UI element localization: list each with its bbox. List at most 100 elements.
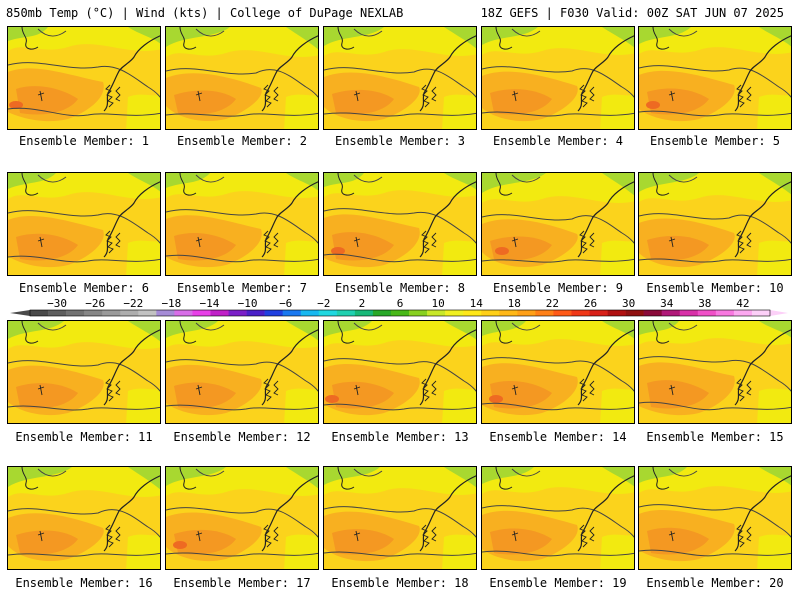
ensemble-member-label: Ensemble Member: 6 [18, 281, 150, 295]
colorbar-tick-label: 14 [470, 297, 484, 310]
ensemble-member-label: Ensemble Member: 17 [173, 576, 311, 590]
colorbar-swatch [589, 310, 608, 316]
ensemble-map-panel [323, 466, 477, 570]
colorbar-swatch [192, 310, 211, 316]
colorbar-swatch [30, 310, 49, 316]
colorbar-swatch [553, 310, 572, 316]
ensemble-map-panel [7, 466, 161, 570]
colorbar-tick-label: −10 [238, 297, 258, 310]
colorbar-tick-label: 30 [622, 297, 635, 310]
colorbar-tick-label: −2 [317, 297, 330, 310]
colorbar-tick-label: 6 [397, 297, 404, 310]
ensemble-map-panel [165, 466, 319, 570]
colorbar-tick-label: −26 [85, 297, 105, 310]
colorbar-tick-label: 18 [508, 297, 521, 310]
ensemble-map-panel [638, 172, 792, 276]
ensemble-map-panel [481, 172, 635, 276]
colorbar-swatch [264, 310, 283, 316]
ensemble-map-panel [323, 26, 477, 130]
colorbar-swatch [643, 310, 663, 316]
ensemble-map-panel [165, 172, 319, 276]
colorbar-swatch [372, 310, 392, 316]
colorbar-tick-label: 34 [660, 297, 674, 310]
ensemble-member-label: Ensemble Member: 10 [646, 281, 784, 295]
colorbar-swatch [282, 310, 302, 316]
colorbar-tick-label: 2 [359, 297, 366, 310]
ensemble-map-panel [7, 320, 161, 424]
ensemble-map-panel [165, 26, 319, 130]
colorbar-swatch [390, 310, 410, 316]
colorbar-swatch [517, 310, 536, 316]
ensemble-member-label: Ensemble Member: 5 [649, 134, 781, 148]
colorbar-swatch [138, 310, 157, 316]
colorbar-swatch [102, 310, 121, 316]
colorbar-swatch [210, 310, 229, 316]
colorbar-swatch [409, 310, 428, 316]
colorbar-swatch [571, 310, 590, 316]
colorbar-swatch [751, 310, 771, 316]
colorbar-swatch [300, 310, 320, 316]
colorbar-swatch [66, 310, 85, 316]
colorbar-swatch [174, 310, 193, 316]
colorbar-tick-label: 22 [546, 297, 559, 310]
ensemble-map-panel [481, 320, 635, 424]
ensemble-member-label: Ensemble Member: 1 [18, 134, 150, 148]
colorbar-swatch [625, 310, 644, 316]
colorbar-swatch [661, 310, 681, 316]
colorbar-swatch [427, 310, 446, 316]
ensemble-member-label: Ensemble Member: 19 [489, 576, 627, 590]
ensemble-member-label: Ensemble Member: 8 [334, 281, 466, 295]
ensemble-member-label: Ensemble Member: 9 [492, 281, 624, 295]
ensemble-member-label: Ensemble Member: 15 [646, 430, 784, 444]
colorbar-swatch [156, 310, 175, 316]
colorbar-tick-label: −30 [47, 297, 67, 310]
ensemble-member-label: Ensemble Member: 12 [173, 430, 311, 444]
colorbar-swatch [318, 310, 338, 316]
colorbar-tick-label: 26 [584, 297, 597, 310]
colorbar-swatch [48, 310, 67, 316]
ensemble-map-panel [638, 26, 792, 130]
ensemble-map-panel [7, 26, 161, 130]
colorbar-tick-label: 42 [736, 297, 749, 310]
ensemble-map-panel [165, 320, 319, 424]
colorbar-swatch [499, 310, 518, 316]
ensemble-member-label: Ensemble Member: 2 [176, 134, 308, 148]
colorbar-swatch [679, 310, 699, 316]
colorbar-swatch [336, 310, 356, 316]
ensemble-member-label: Ensemble Member: 13 [331, 430, 469, 444]
colorbar-swatch [354, 310, 374, 316]
ensemble-map-panel [7, 172, 161, 276]
colorbar-tick-label: −6 [279, 297, 292, 310]
ensemble-member-label: Ensemble Member: 14 [489, 430, 627, 444]
ensemble-member-label: Ensemble Member: 11 [15, 430, 153, 444]
colorbar-swatch [715, 310, 735, 316]
colorbar-tick-label: −22 [123, 297, 143, 310]
colorbar-swatch [120, 310, 139, 316]
ensemble-member-label: Ensemble Member: 4 [492, 134, 624, 148]
ensemble-map-panel [638, 466, 792, 570]
colorbar-swatch [445, 310, 464, 316]
ensemble-map-panel [638, 320, 792, 424]
ensemble-member-label: Ensemble Member: 20 [646, 576, 784, 590]
ensemble-member-label: Ensemble Member: 16 [15, 576, 153, 590]
run-info: 18Z GEFS | F030 Valid: 00Z SAT JUN 07 20… [480, 6, 784, 20]
colorbar-tick-label: −18 [161, 297, 181, 310]
ensemble-map-panel [323, 320, 477, 424]
colorbar-swatch [84, 310, 103, 316]
chart-title: 850mb Temp (°C) | Wind (kts) | College o… [6, 6, 404, 20]
ensemble-member-label: Ensemble Member: 7 [176, 281, 308, 295]
colorbar-swatch [607, 310, 626, 316]
ensemble-member-label: Ensemble Member: 18 [331, 576, 469, 590]
colorbar-tick-label: 38 [698, 297, 711, 310]
colorbar-swatch [697, 310, 717, 316]
ensemble-map-panel [323, 172, 477, 276]
colorbar-right-arrow [770, 310, 788, 316]
colorbar-left-arrow [10, 310, 30, 316]
ensemble-map-panel [481, 466, 635, 570]
colorbar-swatch [481, 310, 500, 316]
colorbar-tick-label: 10 [431, 297, 444, 310]
ensemble-member-label: Ensemble Member: 3 [334, 134, 466, 148]
colorbar-swatch [463, 310, 482, 316]
ensemble-map-panel [481, 26, 635, 130]
colorbar-swatch [535, 310, 554, 316]
